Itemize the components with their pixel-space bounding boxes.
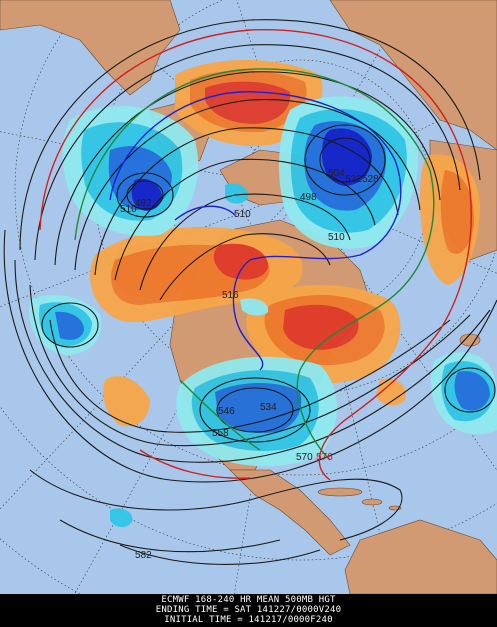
label-522: 522 (345, 174, 362, 185)
label-534: 534 (260, 402, 277, 413)
height-anomaly-map: 492 498 504 510 510 510 516 522 528 534 … (0, 0, 497, 594)
caption-initial-time: INITIAL TIME = 141217/0000F240 (164, 615, 333, 625)
label-558: 558 (212, 428, 229, 439)
label-492: 492 (135, 198, 152, 209)
contour-labels: 492 498 504 510 510 510 516 522 528 534 … (120, 168, 379, 561)
reference-contours (39, 29, 472, 481)
label-576: 576 (316, 452, 333, 463)
label-546: 546 (218, 406, 235, 417)
anomaly-shading (29, 60, 497, 528)
label-498: 498 (300, 192, 317, 203)
label-528: 528 (362, 174, 379, 185)
caption-title: ECMWF 168-240 HR MEAN 500MB HGT (161, 595, 336, 605)
label-510-b: 510 (234, 209, 251, 220)
label-504: 504 (328, 168, 345, 179)
label-570: 570 (296, 452, 313, 463)
height-contours (3, 19, 497, 565)
label-510-a: 510 (120, 204, 137, 215)
map-caption: ECMWF 168-240 HR MEAN 500MB HGT ENDING T… (0, 594, 497, 627)
caption-ending-time: ENDING TIME = SAT 141227/0000V240 (155, 605, 342, 615)
label-582: 582 (135, 550, 152, 561)
label-516: 516 (222, 290, 239, 301)
label-510-c: 510 (328, 232, 345, 243)
